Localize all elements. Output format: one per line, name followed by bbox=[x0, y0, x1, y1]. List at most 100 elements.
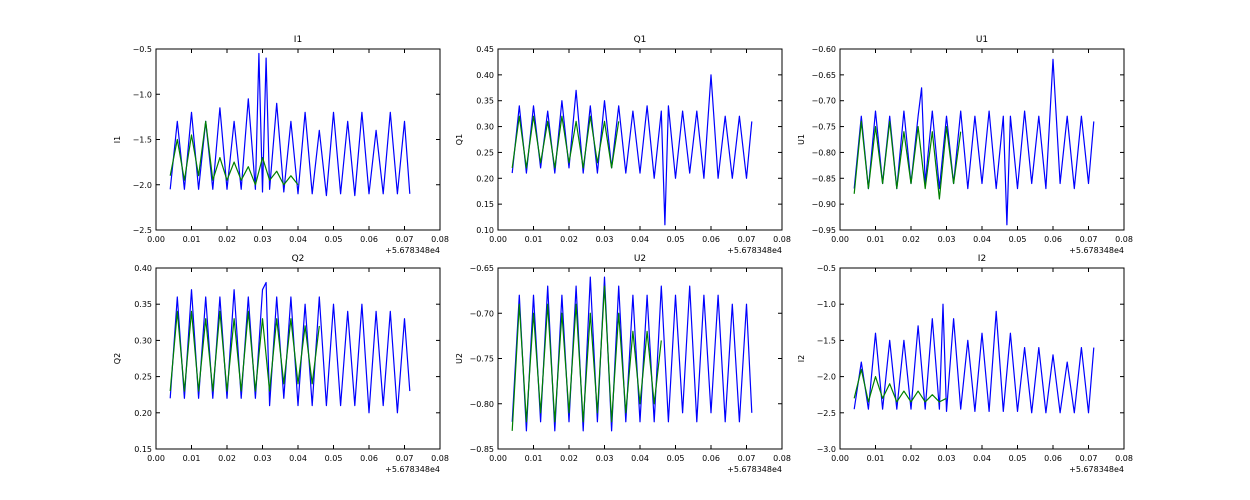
x-offset-label: +5.678348e4 bbox=[1069, 465, 1124, 474]
y-tick-label: −0.80 bbox=[469, 400, 494, 409]
subplot-title: Q2 bbox=[292, 254, 305, 264]
y-tick-label: −3.0 bbox=[817, 445, 836, 454]
x-offset-label: +5.678348e4 bbox=[1069, 246, 1124, 255]
y-tick-label: 0.15 bbox=[134, 445, 152, 454]
x-tick-label: 0.04 bbox=[973, 235, 991, 244]
y-tick-label: −0.65 bbox=[469, 264, 494, 273]
series-line-green bbox=[853, 368, 947, 403]
x-tick-label: 0.01 bbox=[525, 235, 543, 244]
series-line-green bbox=[169, 310, 320, 392]
x-tick-label: 0.02 bbox=[218, 454, 236, 463]
subplot-q2: 0.00 0.01 0.02 0.03 0.04 0.05 0.06 0.07 0.08 0.15… bbox=[113, 254, 449, 474]
y-tick-label: 0.15 bbox=[476, 200, 494, 209]
axes-frame bbox=[839, 267, 1125, 450]
subplot-title: U2 bbox=[634, 254, 646, 264]
x-offset-label: +5.678348e4 bbox=[385, 246, 440, 255]
y-axis-label: U2 bbox=[455, 353, 464, 364]
y-tick-label: 0.30 bbox=[476, 123, 494, 132]
x-tick-label: 0.08 bbox=[773, 235, 791, 244]
y-tick-label: −2.0 bbox=[817, 373, 836, 382]
y-tick-label: 0.40 bbox=[476, 71, 494, 80]
x-tick-label: 0.02 bbox=[902, 235, 920, 244]
x-tick-label: 0.04 bbox=[289, 454, 307, 463]
x-tick-label: 0.07 bbox=[738, 454, 756, 463]
x-tick-label: 0.06 bbox=[1044, 454, 1062, 463]
x-tick-label: 0.02 bbox=[218, 235, 236, 244]
y-tick-label: −2.0 bbox=[133, 181, 152, 190]
y-tick-label: −0.90 bbox=[811, 200, 836, 209]
x-tick-label: 0.01 bbox=[867, 454, 885, 463]
x-tick-label: 0.07 bbox=[1080, 454, 1098, 463]
series-line-blue bbox=[169, 52, 411, 197]
y-axis-label: Q1 bbox=[455, 134, 464, 145]
y-tick-label: −0.5 bbox=[133, 45, 152, 54]
y-tick-label: 0.25 bbox=[476, 148, 494, 157]
y-tick-label: 0.20 bbox=[134, 409, 152, 418]
x-tick-label: 0.05 bbox=[667, 235, 685, 244]
y-tick-label: −0.85 bbox=[469, 445, 494, 454]
y-tick-label: 0.30 bbox=[134, 336, 152, 345]
x-tick-label: 0.05 bbox=[325, 235, 343, 244]
y-tick-label: 0.35 bbox=[476, 97, 494, 106]
x-tick-label: 0.03 bbox=[596, 235, 614, 244]
x-tick-label: 0.00 bbox=[831, 454, 849, 463]
series-line-green bbox=[511, 115, 620, 169]
x-tick-label: 0.02 bbox=[560, 235, 578, 244]
y-tick-label: −2.5 bbox=[817, 409, 836, 418]
x-tick-label: 0.04 bbox=[289, 235, 307, 244]
x-tick-label: 0.03 bbox=[596, 454, 614, 463]
subplot-title: I1 bbox=[294, 35, 302, 45]
x-tick-label: 0.03 bbox=[254, 454, 272, 463]
subplot-u2: 0.00 0.01 0.02 0.03 0.04 0.05 0.06 0.07 0.08 −0.8… bbox=[455, 254, 791, 474]
y-tick-label: 0.20 bbox=[476, 174, 494, 183]
x-tick-label: 0.08 bbox=[773, 454, 791, 463]
y-tick-label: 0.25 bbox=[134, 373, 152, 382]
subplot-i1: 0.00 0.01 0.02 0.03 0.04 0.05 0.06 0.07 0.08 −2.5… bbox=[113, 35, 449, 255]
x-tick-label: 0.05 bbox=[667, 454, 685, 463]
y-tick-label: −0.5 bbox=[817, 264, 836, 273]
axes-frame bbox=[497, 48, 783, 231]
y-axis-label: I1 bbox=[113, 136, 122, 143]
x-tick-label: 0.01 bbox=[183, 235, 201, 244]
y-tick-label: −1.0 bbox=[817, 300, 836, 309]
series-line-green bbox=[169, 120, 299, 186]
y-tick-label: −0.85 bbox=[811, 174, 836, 183]
x-tick-label: 0.04 bbox=[631, 235, 649, 244]
y-tick-label: −0.65 bbox=[811, 71, 836, 80]
subplot-q1: 0.00 0.01 0.02 0.03 0.04 0.05 0.06 0.07 0.08 0.10… bbox=[455, 35, 791, 255]
series-line-blue bbox=[853, 58, 1095, 226]
y-tick-label: −0.80 bbox=[811, 148, 836, 157]
series-line-green bbox=[511, 285, 662, 431]
y-tick-label: −0.75 bbox=[811, 123, 836, 132]
y-tick-label: −1.5 bbox=[817, 336, 836, 345]
y-tick-label: −0.95 bbox=[811, 226, 836, 235]
subplot-title: I2 bbox=[978, 254, 986, 264]
subplot-title: Q1 bbox=[634, 35, 647, 45]
x-tick-label: 0.08 bbox=[431, 454, 449, 463]
y-tick-label: −1.5 bbox=[133, 136, 152, 145]
x-tick-label: 0.03 bbox=[254, 235, 272, 244]
x-tick-label: 0.03 bbox=[938, 235, 956, 244]
x-tick-label: 0.06 bbox=[702, 235, 720, 244]
x-tick-label: 0.00 bbox=[147, 454, 165, 463]
x-tick-label: 0.01 bbox=[525, 454, 543, 463]
y-tick-label: 0.35 bbox=[134, 300, 152, 309]
y-axis-label: Q2 bbox=[113, 353, 122, 364]
x-tick-label: 0.06 bbox=[702, 454, 720, 463]
x-tick-label: 0.06 bbox=[360, 454, 378, 463]
x-offset-label: +5.678348e4 bbox=[727, 465, 782, 474]
x-tick-label: 0.08 bbox=[1115, 235, 1133, 244]
x-offset-label: +5.678348e4 bbox=[727, 246, 782, 255]
x-tick-label: 0.01 bbox=[183, 454, 201, 463]
x-tick-label: 0.04 bbox=[631, 454, 649, 463]
subplot-u1: 0.00 0.01 0.02 0.03 0.04 0.05 0.06 0.07 0.08 −0.9… bbox=[797, 35, 1133, 255]
y-tick-label: 0.45 bbox=[476, 45, 494, 54]
y-axis-label: I2 bbox=[797, 355, 806, 362]
series-line-blue bbox=[169, 281, 411, 414]
x-tick-label: 0.04 bbox=[973, 454, 991, 463]
x-tick-label: 0.02 bbox=[560, 454, 578, 463]
x-tick-label: 0.07 bbox=[396, 235, 414, 244]
x-tick-label: 0.05 bbox=[1009, 235, 1027, 244]
series-line-blue bbox=[853, 303, 1095, 414]
